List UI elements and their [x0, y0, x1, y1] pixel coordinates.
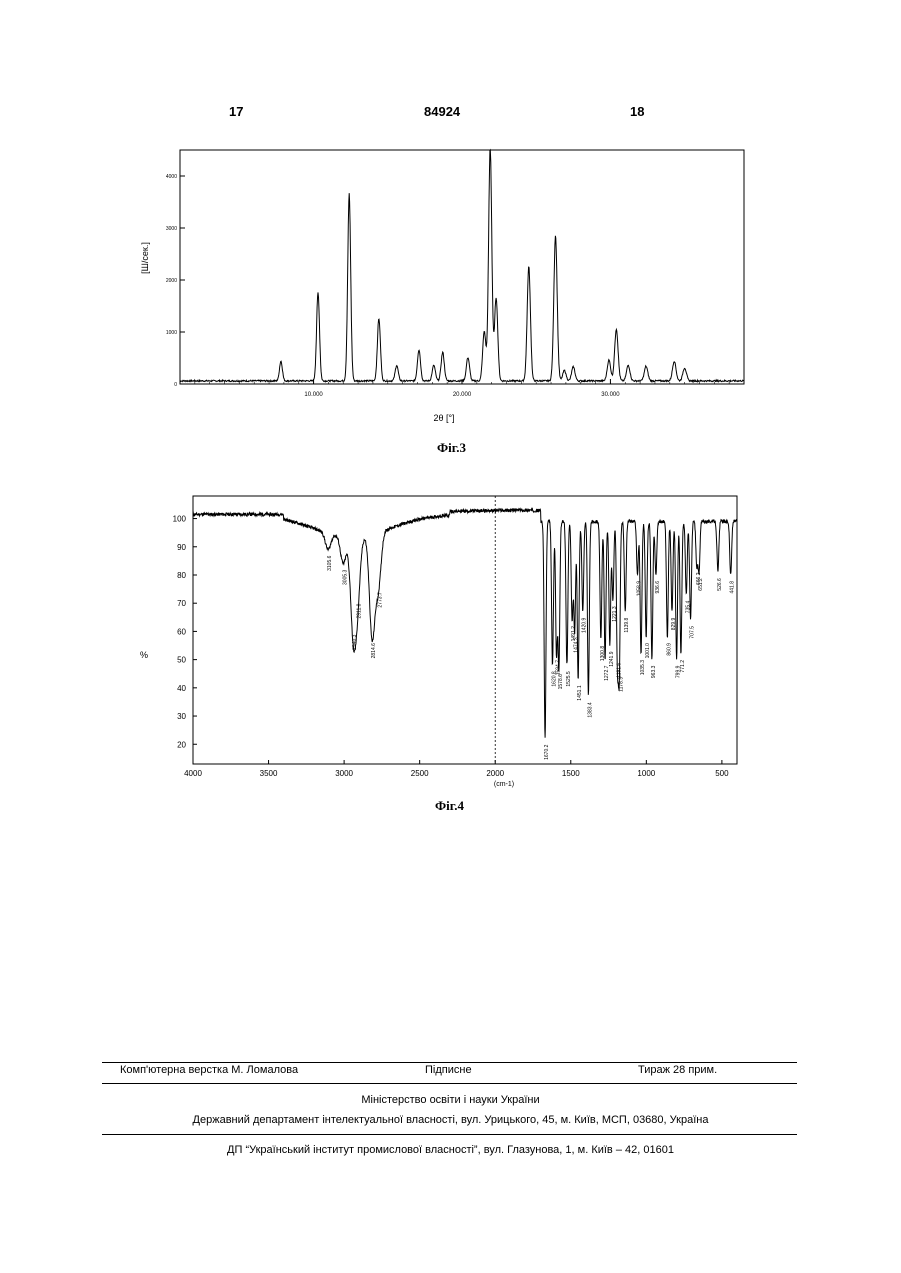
fig4-y-tick-label: 100	[173, 515, 187, 524]
fig4-y-axis-label: %	[140, 650, 148, 660]
footer-rule-bottom	[102, 1134, 797, 1135]
fig4-peak-label: 735.4	[685, 600, 691, 613]
fig4-peak-label: 1491.2	[571, 626, 577, 642]
fig4-peak-label: 860.9	[666, 643, 672, 656]
footer-signed: Підписне	[425, 1064, 472, 1076]
fig4-x-tick-label: 3500	[260, 769, 278, 778]
fig4-peak-label: 2940.3	[352, 634, 358, 650]
fig4-y-tick-label: 90	[177, 543, 186, 552]
fig4-peak-label: 1001.0	[645, 643, 651, 659]
fig4-peak-label: 3105.6	[327, 555, 333, 571]
footer-institute: ДП “Український інститут промислової вла…	[0, 1144, 901, 1156]
fig4-x-tick-label: 500	[715, 769, 729, 778]
fig4-y-tick-label: 60	[177, 627, 186, 636]
fig3-y-tick-label: 3000	[166, 226, 177, 232]
fig4-y-tick-label: 50	[177, 656, 186, 665]
fig4-y-tick-label: 40	[177, 684, 186, 693]
document-number: 84924	[424, 104, 460, 119]
footer-rule-middle	[102, 1083, 797, 1084]
fig4-peak-label: 1058.9	[636, 581, 642, 597]
fig3-y-axis-label: [Ш/сек.]	[140, 242, 150, 274]
fig4-x-tick-label: 2000	[486, 769, 504, 778]
fig3-y-tick-label: 0	[174, 382, 177, 388]
fig4-peak-label: 2773.7	[377, 592, 383, 608]
fig4-peak-label: 526.6	[717, 578, 723, 591]
fig4-peak-label: 1241.9	[609, 651, 615, 667]
fig4-peak-label: 651.2	[698, 578, 704, 591]
fig4-peak-label: 1420.9	[582, 617, 588, 633]
fig4-x-tick-label: 4000	[184, 769, 202, 778]
fig4-peak-label: 441.8	[730, 581, 736, 594]
fig3-plot-frame	[180, 150, 744, 384]
fig4-x-tick-label: 2500	[411, 769, 429, 778]
fig4-y-tick-label: 30	[177, 712, 186, 721]
fig4-peak-label: 1578.6	[558, 674, 564, 690]
page-number-left: 17	[229, 104, 243, 119]
fig4-x-tick-label: 1500	[562, 769, 580, 778]
fig4-spectrum-line	[193, 509, 737, 738]
fig3-caption: Фіг.3	[437, 440, 466, 456]
fig3-y-tick-label: 4000	[166, 174, 177, 180]
fig4-x-axis-label: (cm-1)	[494, 781, 514, 788]
fig3-x-axis-label: 2θ [°]	[433, 413, 454, 423]
fig4-peak-label: 2814.6	[371, 643, 377, 659]
fig4-peak-label: 1191.6	[616, 663, 622, 678]
fig4-peak-label: 1474.3	[574, 637, 580, 653]
fig4-plot-frame	[193, 496, 737, 764]
fig4-peak-label: 1620.8	[552, 671, 558, 687]
fig4-peak-label: 1594.7	[556, 660, 562, 676]
fig3-y-tick-label: 1000	[166, 330, 177, 336]
fig4-caption: Фіг.4	[435, 798, 464, 814]
fig4-peak-label: 666.2	[696, 572, 702, 585]
footer-rule-top	[102, 1062, 797, 1063]
fig4-peak-label: 829.9	[671, 617, 677, 630]
fig4-peak-label: 1451.1	[577, 685, 583, 701]
fig3-x-tick-label: 20.000	[453, 392, 472, 398]
fig4-peak-label: 799.9	[676, 665, 682, 678]
fig4-peak-label: 2911.8	[356, 603, 362, 618]
fig3-y-tick-label: 2000	[166, 278, 177, 284]
fig4-peak-label: 1670.2	[544, 744, 550, 760]
fig4-peak-label: 963.3	[651, 665, 657, 678]
fig4-x-tick-label: 1000	[637, 769, 655, 778]
fig4-x-tick-label: 3000	[335, 769, 353, 778]
fig4-peak-label: 1272.7	[604, 665, 610, 681]
fig4-peak-label: 1221.3	[612, 606, 618, 622]
fig4-peak-label: 707.5	[690, 626, 696, 639]
fig3-spectrum-line	[180, 150, 744, 382]
footer-print-run: Тираж 28 прим.	[638, 1064, 717, 1076]
fig4-peak-label: 771.2	[680, 660, 686, 673]
fig3-x-tick-label: 10.000	[304, 392, 323, 398]
footer-ministry: Міністерство освіти і науки України	[0, 1094, 901, 1106]
fig4-peak-label: 1525.5	[566, 671, 572, 687]
fig4-y-tick-label: 70	[177, 599, 186, 608]
fig4-peak-label: 1178.9	[618, 677, 624, 692]
fig4-peak-label: 1035.3	[640, 660, 646, 676]
page-number-right: 18	[630, 104, 644, 119]
fig4-peak-label: 936.6	[655, 581, 661, 594]
fig4-peak-label: 1300.8	[600, 646, 606, 662]
fig4-peak-label: 1383.4	[587, 702, 593, 718]
fig4-peak-label: 3005.3	[342, 569, 348, 585]
fig4-y-tick-label: 80	[177, 571, 186, 580]
footer-department: Державний департамент інтелектуальної вл…	[0, 1114, 901, 1126]
footer-layout-credit: Комп'ютерна верстка М. Ломалова	[120, 1064, 298, 1076]
fig3-x-tick-label: 30.000	[601, 392, 620, 398]
fig4-peak-label: 1139.8	[624, 617, 630, 632]
fig4-y-tick-label: 20	[177, 740, 186, 749]
